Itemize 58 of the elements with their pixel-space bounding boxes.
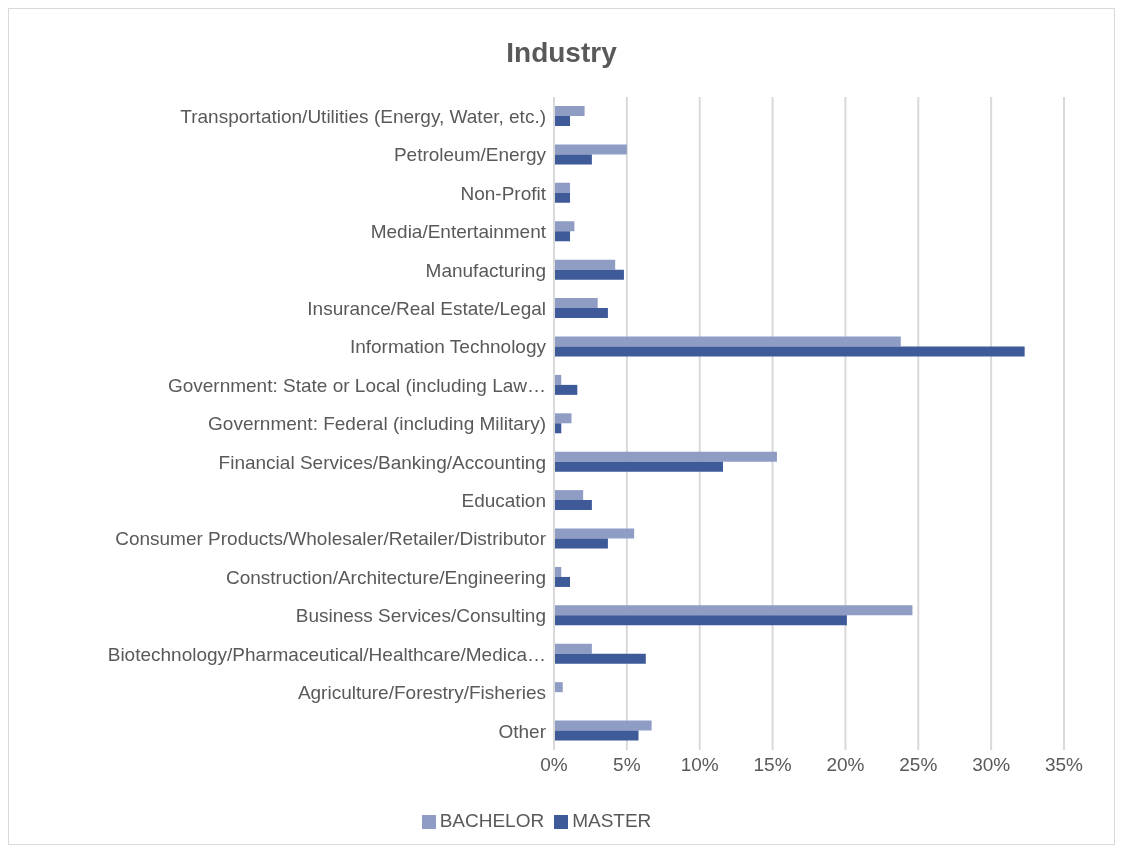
bar [554,116,571,126]
bar [554,221,575,232]
bar [554,231,571,242]
y-tick-label: Education [461,490,546,512]
y-tick-label: Insurance/Real Estate/Legal [307,298,546,320]
y-tick-label: Non-Profit [460,182,547,204]
y-tick-label: Manufacturing [425,259,546,281]
bar [554,106,585,116]
x-tick-label: 30% [972,754,1011,776]
y-tick-label: Government: State or Local (including Law… [167,374,546,396]
bar [554,192,571,203]
bar [554,336,901,347]
bar [554,461,724,472]
bar [554,605,913,616]
bar [554,538,608,549]
chart-title: Industry [505,36,618,70]
y-tick-label: Information Technology [349,336,547,358]
y-tick-label: Business Services/Consulting [295,605,546,627]
x-tick-label: 0% [540,754,568,776]
bar [554,682,563,693]
y-tick-label: Financial Services/Banking/Accounting [218,451,546,473]
x-tick-label: 15% [753,754,792,776]
y-tick-label: Consumer Products/Wholesaler/Retailer/Distributor [115,528,547,550]
x-tick-label: 35% [1044,754,1084,776]
y-tick-label: Petroleum/Energy [393,144,547,166]
bar [554,615,847,626]
y-tick-label: Agriculture/Forestry/Fisheries [297,682,546,704]
x-tick-label: 25% [899,754,938,776]
y-tick-label: Transportation/Utilities (Energy, Water, etc.) [180,105,546,127]
bar [554,576,571,587]
bar [554,413,572,424]
bar [554,269,624,280]
y-tick-label: Other [498,720,547,742]
bar [554,308,608,319]
y-tick-label: Media/Entertainment [370,221,547,243]
y-tick-label: Government: Federal (including Military) [208,413,546,435]
bar [554,490,584,501]
bar [554,154,592,165]
x-tick-label: 20% [826,754,865,776]
bar [554,346,1025,357]
legend-label: MASTER [572,810,652,831]
legend-label: BACHELOR [439,810,545,831]
bar [554,259,616,270]
bar [554,500,592,511]
bar [554,720,652,731]
y-tick-label: Biotechnology/Pharmaceutical/Healthcare/Medica… [107,643,546,665]
bar [554,643,592,654]
bar [554,730,639,741]
bar [554,653,646,664]
bar [554,144,627,155]
bar [554,182,571,193]
bar [554,384,578,395]
bar [554,451,777,462]
x-tick-label: 5% [613,754,641,776]
bar [554,528,635,539]
bar [554,298,598,309]
x-tick-label: 10% [680,754,719,776]
y-tick-label: Construction/Architecture/Engineering [225,566,546,588]
